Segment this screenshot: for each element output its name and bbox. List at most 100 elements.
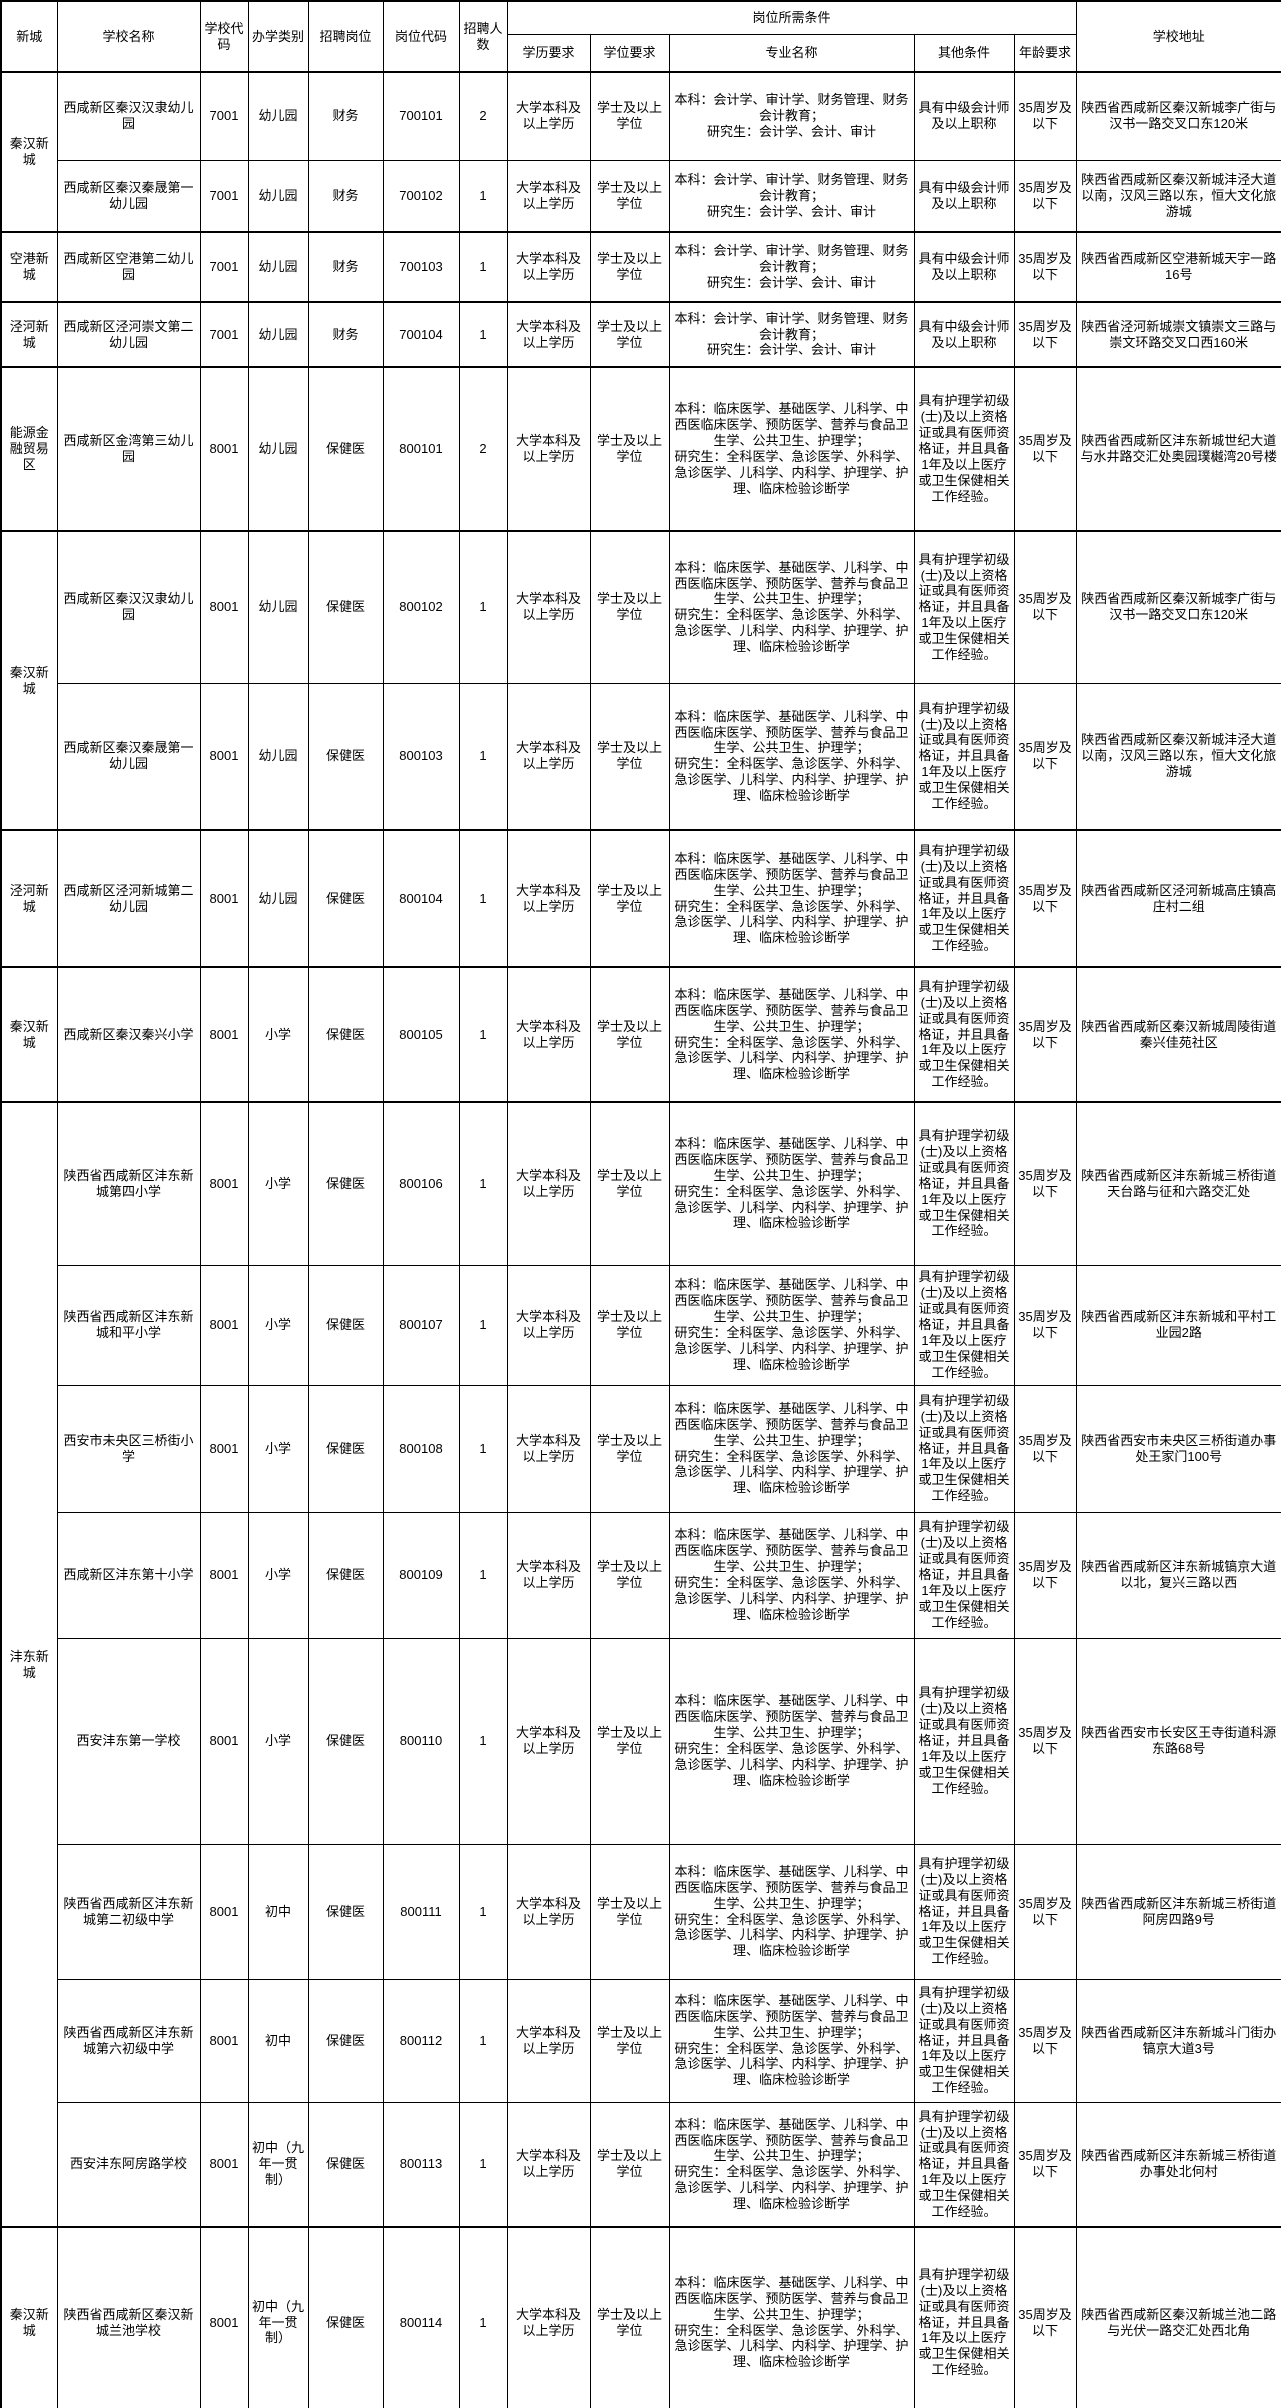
col-header-age-req: 年龄要求 — [1013, 33, 1077, 73]
post-cell: 保健医 — [307, 2101, 384, 2228]
table-row: 西安沣东阿房路学校 8001 初中（九年一贯制） 保健医 800113 1 大学本科及以上学… — [1, 2101, 1281, 2228]
table-row: 秦汉新城 西咸新区秦汉汉隶幼儿园 7001 幼儿园 财务 700101 2 大学本科及以上学历… — [0, 71, 1281, 233]
degree-req-cell: 学士及以上学位 — [589, 2101, 670, 2228]
education-req-cell: 大学本科及以上学历 — [506, 829, 591, 968]
table-row: 秦汉新城 陕西省西咸新区秦汉新城兰池学校 8001 初中（九年一贯制） 保健医 80011… — [0, 2226, 1281, 2408]
post-cell: 保健医 — [307, 1384, 384, 1513]
table-row: 西安市未央区三桥街小学 8001 小学 保健医 800108 1 大学本科及以上学历 学士及以… — [1, 1384, 1281, 1513]
post-cell: 财务 — [307, 231, 384, 303]
school-type-cell: 小学 — [247, 1264, 309, 1386]
address-cell: 陕西省西咸新区泾河新城高庄镇高庄村二组 — [1075, 829, 1281, 968]
school-name-cell: 陕西省西咸新区秦汉新城兰池学校 — [56, 2226, 201, 2408]
school-code-cell: 8001 — [199, 1511, 249, 1639]
headcount-cell: 1 — [458, 1843, 508, 1980]
degree-req-cell: 学士及以上学位 — [589, 301, 670, 368]
education-req-cell: 大学本科及以上学历 — [506, 231, 591, 303]
address-cell: 陕西省西咸新区秦汉新城周陵街道秦兴佳苑社区 — [1075, 966, 1281, 1103]
other-cond-cell: 具有护理学初级(士)及以上资格证或具有医师资格证，并且具备1年及以上医疗或卫生保… — [913, 1264, 1015, 1386]
school-type-cell: 幼儿园 — [247, 301, 309, 368]
headcount-cell: 1 — [458, 301, 508, 368]
post-code-cell: 800109 — [382, 1511, 460, 1639]
post-code-cell: 800105 — [382, 966, 460, 1103]
post-code-cell: 800107 — [382, 1264, 460, 1386]
post-cell: 保健医 — [307, 366, 384, 532]
post-cell: 保健医 — [307, 829, 384, 968]
major-cell: 本科：会计学、审计学、财务管理、财务会计教育； 研究生：会计学、会计、审计 — [668, 159, 915, 233]
education-req-cell: 大学本科及以上学历 — [506, 159, 591, 233]
address-cell: 陕西省西咸新区秦汉新城兰池二路与光伏一路交汇处西北角 — [1075, 2226, 1281, 2408]
post-code-cell: 800110 — [382, 1637, 460, 1845]
major-cell: 本科：临床医学、基础医学、儿科学、中西医临床医学、预防医学、营养与食品卫生学、公… — [668, 1101, 915, 1266]
school-name-cell: 西咸新区秦汉秦晟第一幼儿园 — [56, 682, 201, 831]
degree-req-cell: 学士及以上学位 — [589, 1101, 670, 1266]
degree-req-cell: 学士及以上学位 — [589, 2226, 670, 2408]
major-cell: 本科：临床医学、基础医学、儿科学、中西医临床医学、预防医学、营养与食品卫生学、公… — [668, 530, 915, 684]
age-req-cell: 35周岁及以下 — [1013, 1264, 1077, 1386]
school-type-cell: 幼儿园 — [247, 71, 309, 161]
other-cond-cell: 具有护理学初级(士)及以上资格证或具有医师资格证，并且具备1年及以上医疗或卫生保… — [913, 1637, 1015, 1845]
col-header-post-code: 岗位代码 — [382, 0, 460, 73]
district-cell: 泾河新城 — [0, 301, 58, 368]
other-cond-cell: 具有中级会计师及以上职称 — [913, 159, 1015, 233]
district-cell: 秦汉新城 — [0, 2226, 58, 2408]
degree-req-cell: 学士及以上学位 — [589, 1511, 670, 1639]
school-code-cell: 8001 — [199, 1264, 249, 1386]
school-type-cell: 初中 — [247, 1843, 309, 1980]
age-req-cell: 35周岁及以下 — [1013, 530, 1077, 684]
table-row: 陕西省西咸新区沣东新城第二初级中学 8001 初中 保健医 800111 1 大学本科及以上… — [1, 1843, 1281, 1980]
col-header-address: 学校地址 — [1075, 0, 1281, 73]
other-cond-cell: 具有中级会计师及以上职称 — [913, 71, 1015, 161]
post-cell: 保健医 — [307, 530, 384, 684]
headcount-cell: 1 — [458, 1101, 508, 1266]
major-cell: 本科：临床医学、基础医学、儿科学、中西医临床医学、预防医学、营养与食品卫生学、公… — [668, 1978, 915, 2103]
school-code-cell: 7001 — [199, 231, 249, 303]
major-cell: 本科：临床医学、基础医学、儿科学、中西医临床医学、预防医学、营养与食品卫生学、公… — [668, 366, 915, 532]
major-cell: 本科：临床医学、基础医学、儿科学、中西医临床医学、预防医学、营养与食品卫生学、公… — [668, 966, 915, 1103]
post-cell: 保健医 — [307, 1843, 384, 1980]
address-cell: 陕西省西咸新区沣东新城斗门街办镐京大道3号 — [1075, 1978, 1281, 2103]
school-type-cell: 小学 — [247, 1511, 309, 1639]
education-req-cell: 大学本科及以上学历 — [506, 1978, 591, 2103]
post-cell: 保健医 — [307, 2226, 384, 2408]
other-cond-cell: 具有护理学初级(士)及以上资格证或具有医师资格证，并且具备1年及以上医疗或卫生保… — [913, 829, 1015, 968]
school-code-cell: 8001 — [199, 1978, 249, 2103]
headcount-cell: 2 — [458, 71, 508, 161]
other-cond-cell: 具有护理学初级(士)及以上资格证或具有医师资格证，并且具备1年及以上医疗或卫生保… — [913, 2226, 1015, 2408]
school-name-cell: 西咸新区泾河崇文第二幼儿园 — [56, 301, 201, 368]
school-type-cell: 小学 — [247, 1384, 309, 1513]
post-cell: 保健医 — [307, 682, 384, 831]
headcount-cell: 1 — [458, 829, 508, 968]
education-req-cell: 大学本科及以上学历 — [506, 71, 591, 161]
district-cell: 秦汉新城 — [0, 530, 58, 831]
education-req-cell: 大学本科及以上学历 — [506, 1101, 591, 1266]
post-cell: 保健医 — [307, 1511, 384, 1639]
headcount-cell: 1 — [458, 2226, 508, 2408]
post-cell: 保健医 — [307, 1264, 384, 1386]
school-code-cell: 8001 — [199, 1637, 249, 1845]
other-cond-cell: 具有护理学初级(士)及以上资格证或具有医师资格证，并且具备1年及以上医疗或卫生保… — [913, 1101, 1015, 1266]
degree-req-cell: 学士及以上学位 — [589, 1978, 670, 2103]
school-name-cell: 西咸新区秦汉汉隶幼儿园 — [56, 71, 201, 161]
post-code-cell: 800114 — [382, 2226, 460, 2408]
degree-req-cell: 学士及以上学位 — [589, 231, 670, 303]
district-cell: 泾河新城 — [0, 829, 58, 968]
district-cell: 秦汉新城 — [0, 71, 58, 233]
district-cell: 秦汉新城 — [0, 966, 58, 1103]
school-name-cell: 西安市未央区三桥街小学 — [56, 1384, 201, 1513]
school-code-cell: 8001 — [199, 1101, 249, 1266]
school-name-cell: 西咸新区秦汉秦晟第一幼儿园 — [56, 159, 201, 233]
address-cell: 陕西省西咸新区沣东新城镐京大道以北，复兴三路以西 — [1075, 1511, 1281, 1639]
school-name-cell: 陕西省西咸新区沣东新城第二初级中学 — [56, 1843, 201, 1980]
other-cond-cell: 具有中级会计师及以上职称 — [913, 301, 1015, 368]
table-row: 陕西省西咸新区沣东新城和平小学 8001 小学 保健医 800107 1 大学本科及以上学历… — [1, 1264, 1281, 1386]
school-type-cell: 幼儿园 — [247, 682, 309, 831]
col-header-post: 招聘岗位 — [307, 0, 384, 73]
col-header-edu-req: 学历要求 — [506, 33, 591, 73]
col-header-district: 新城 — [0, 0, 58, 73]
age-req-cell: 35周岁及以下 — [1013, 159, 1077, 233]
table-row: 西咸新区沣东第十小学 8001 小学 保健医 800109 1 大学本科及以上学历 学士及以上… — [1, 1511, 1281, 1639]
post-code-cell: 800101 — [382, 366, 460, 532]
major-cell: 本科：会计学、审计学、财务管理、财务会计教育； 研究生：会计学、会计、审计 — [668, 71, 915, 161]
school-type-cell: 初中（九年一贯制） — [247, 2101, 309, 2228]
other-cond-cell: 具有护理学初级(士)及以上资格证或具有医师资格证，并且具备1年及以上医疗或卫生保… — [913, 1511, 1015, 1639]
